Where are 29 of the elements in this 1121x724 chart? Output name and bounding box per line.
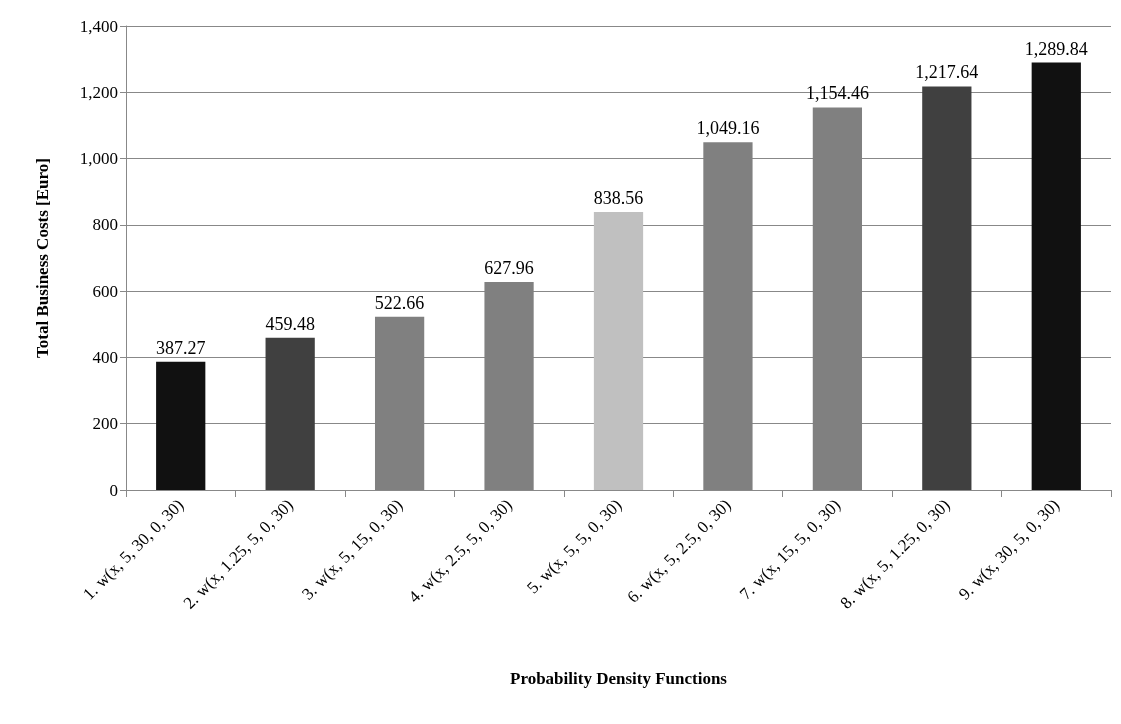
data-label: 1,217.64 — [915, 62, 979, 83]
y-tick-label: 1,200 — [79, 82, 118, 102]
x-tick-label: 4. w(x, 2.5, 5, 0, 30) — [404, 495, 516, 607]
x-tick-label: 5. w(x, 5, 5, 0, 30) — [523, 495, 626, 598]
bar — [922, 86, 972, 490]
bar — [1031, 62, 1081, 490]
data-label: 522.66 — [374, 292, 425, 313]
y-tick-label: 1,400 — [79, 16, 118, 36]
y-tick-label: 0 — [109, 480, 118, 500]
x-axis-title: Probability Density Functions — [510, 669, 728, 688]
data-label: 1,289.84 — [1024, 38, 1088, 59]
bar — [593, 212, 644, 490]
data-label: 1,154.46 — [805, 83, 869, 104]
x-tick-label: 3. w(x, 5, 15, 0, 30) — [298, 495, 407, 604]
x-tick-label: 6. w(x, 5, 2.5, 0, 30) — [623, 495, 735, 607]
data-label: 387.27 — [155, 337, 206, 358]
y-tick-label: 200 — [92, 414, 118, 434]
y-tick-label: 400 — [92, 347, 118, 367]
y-tick-label: 600 — [92, 281, 118, 301]
y-tick-label: 1,000 — [79, 149, 118, 169]
data-label: 627.96 — [484, 257, 534, 278]
x-tick-label: 9. w(x, 30, 5, 0, 30) — [954, 495, 1063, 604]
data-label: 459.48 — [265, 313, 315, 334]
y-tick-label: 800 — [92, 215, 118, 235]
data-label: 838.56 — [593, 188, 644, 209]
bar — [265, 337, 315, 490]
data-label: 1,049.16 — [696, 118, 760, 139]
bar — [156, 361, 206, 490]
y-axis-title: Total Business Costs [Euro] — [33, 158, 52, 358]
